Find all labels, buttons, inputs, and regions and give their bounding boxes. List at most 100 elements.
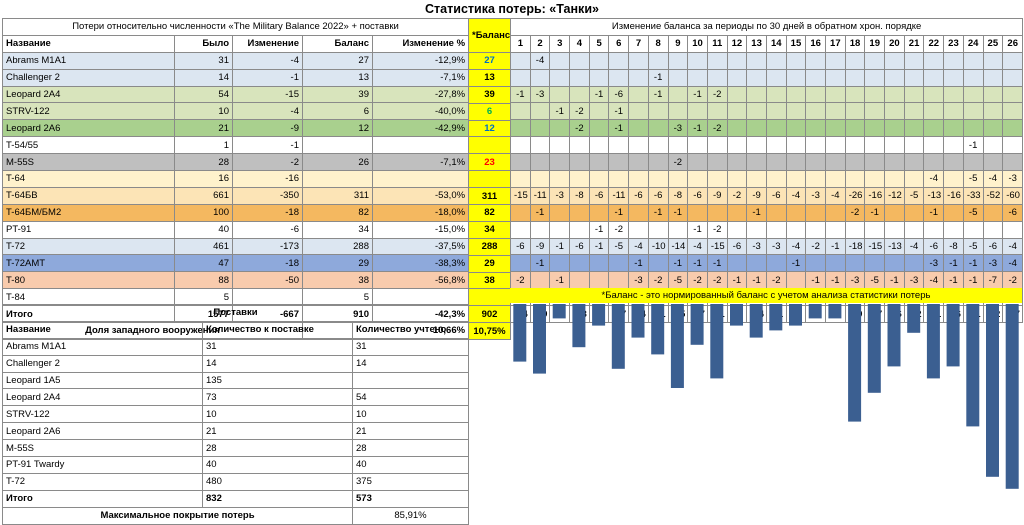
period-cell — [569, 170, 590, 188]
change-pct: -7,1% — [371, 153, 470, 172]
period-cell — [765, 136, 787, 155]
period-header: 20 — [884, 34, 905, 53]
period-cell: -6 — [510, 237, 531, 256]
period-cell — [510, 220, 531, 239]
periods-table: Изменение баланса за периоды по 30 дней … — [509, 18, 1024, 324]
period-cell — [510, 102, 531, 121]
losses-row: T-84 5 5 — [2, 288, 470, 307]
losses-row: T-72 461 -173 288 -37,5% — [2, 237, 470, 256]
period-header: 13 — [746, 34, 767, 53]
period-cell: -1 — [628, 254, 649, 273]
period-cell: -3 — [746, 237, 767, 256]
period-cell — [903, 85, 925, 104]
star-balance-cell: 6 — [468, 102, 511, 121]
period-cell — [549, 170, 571, 188]
period-cell — [569, 220, 590, 239]
period-cell: -2 — [510, 271, 531, 290]
delivery-row: M-55S 28 28 — [2, 439, 470, 458]
period-cell — [588, 203, 610, 222]
period-cell — [726, 220, 748, 239]
periods-header-row: 1 2 3 4 5 6 7 8 9 10 11 12 13 14 15 16 17 18 19 20 21 22 23 24 2… — [510, 34, 1024, 53]
period-cell — [943, 85, 964, 104]
period-cell: -4 — [825, 186, 846, 205]
period-cell — [510, 170, 531, 188]
period-cell — [864, 51, 886, 70]
period-bar-chart — [513, 304, 1019, 489]
report-frame: Потери относительно численности «The Mil… — [1, 18, 1024, 525]
period-cell — [588, 271, 610, 290]
period-cell — [765, 102, 787, 121]
period-cell — [628, 153, 649, 172]
period-cell — [746, 119, 767, 138]
period-cell — [844, 136, 866, 155]
tank-name: T-54/55 — [2, 136, 175, 155]
period-cell — [864, 254, 886, 273]
delivery-counted: 10 — [351, 405, 470, 424]
period-cell — [667, 85, 689, 104]
period-cell — [569, 51, 590, 70]
period-row: -1 -3 -1 -6 -1 -1 -2 — [510, 85, 1024, 104]
period-cell — [1002, 68, 1024, 87]
change-pct — [371, 170, 470, 188]
change-pct: -12,9% — [371, 51, 470, 70]
chart-bar — [926, 304, 940, 379]
period-cell — [825, 203, 846, 222]
chart-bar — [769, 304, 783, 331]
period-cell — [884, 203, 905, 222]
period-cell — [1002, 153, 1024, 172]
period-cell — [805, 102, 826, 121]
chart-bar — [572, 304, 586, 348]
period-cell: -1 — [687, 254, 708, 273]
change-value: -1 — [232, 68, 303, 87]
period-row: -1 — [510, 136, 1024, 155]
star-balance-header: *Баланс — [468, 18, 511, 53]
period-cell — [746, 85, 767, 104]
delivery-qty: 40 — [202, 456, 353, 474]
period-cell: -1 — [647, 68, 669, 87]
period-cell — [746, 153, 767, 172]
period-cell — [706, 136, 728, 155]
change-value: -350 — [232, 186, 303, 205]
period-cell — [844, 85, 866, 104]
period-cell — [628, 220, 649, 239]
losses-row: T-54/55 1 -1 — [2, 136, 470, 155]
period-cell — [825, 136, 846, 155]
delivery-name: Leopard 1A5 — [2, 371, 203, 390]
period-cell — [884, 85, 905, 104]
period-cell: -52 — [982, 186, 1004, 205]
period-cell: -4 — [785, 186, 807, 205]
period-cell: -6 — [647, 186, 669, 205]
period-cell — [923, 220, 945, 239]
period-cell — [588, 51, 610, 70]
period-cell: -2 — [844, 203, 866, 222]
period-cell — [765, 119, 787, 138]
period-cell — [943, 136, 964, 155]
period-cell — [943, 119, 964, 138]
period-row: -1 -2 -1 -2 — [510, 220, 1024, 239]
period-header: 10 — [687, 34, 708, 53]
delivery-counted: 28 — [351, 439, 470, 458]
period-cell: -13 — [923, 186, 945, 205]
period-cell — [864, 136, 886, 155]
period-cell — [765, 51, 787, 70]
period-cell — [1002, 85, 1024, 104]
period-cell — [903, 220, 925, 239]
page-title: Статистика потерь: «Танки» — [425, 2, 599, 16]
tank-name: T-64БВ — [2, 186, 175, 205]
period-cell — [765, 68, 787, 87]
change-pct — [371, 136, 470, 155]
balance-value: 311 — [302, 186, 373, 205]
period-cell — [726, 85, 748, 104]
period-cell: -1 — [510, 85, 531, 104]
losses-section-title: Потери относительно численности «The Mil… — [1, 18, 470, 36]
was-value: 10 — [174, 102, 233, 121]
chart-bar — [946, 304, 960, 367]
period-cell — [864, 220, 886, 239]
period-cell: -8 — [667, 186, 689, 205]
delivery-counted: 14 — [351, 354, 470, 373]
period-cell: -2 — [706, 119, 728, 138]
period-cell — [608, 153, 630, 172]
delivery-total-row: Итого 832 573 — [2, 489, 470, 508]
period-cell — [510, 136, 531, 155]
period-cell — [1002, 119, 1024, 138]
